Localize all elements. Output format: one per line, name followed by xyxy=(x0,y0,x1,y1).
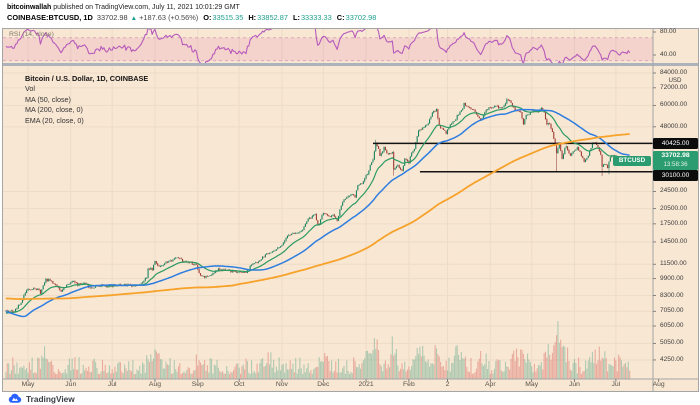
change-value: +187.63 (+0.56%) xyxy=(139,13,199,22)
time-axis-label: Jun xyxy=(568,381,580,388)
symbol-legend-title: Bitcoin / U.S. Dollar, 1D, COINBASE xyxy=(25,74,149,83)
ohlc-values: O:33515.35 H:33852.87 L:33333.33 C:33702.98 xyxy=(203,13,381,22)
rsi-indicator-label: RSI (14, close) xyxy=(9,31,54,38)
time-axis-label: Feb xyxy=(403,381,415,388)
symbol-interval: COINBASE:BTCUSD, 1D xyxy=(7,13,93,22)
time-axis-label: Dec xyxy=(317,381,330,388)
legend-indicator-line: EMA (20, close, 0) xyxy=(25,115,84,125)
ohlc-label: O: xyxy=(203,13,212,22)
chart-frame: RSI (14, close) 80.00 40.00 Bitcoin / U.S… xyxy=(2,28,699,392)
time-axis-label: Jun xyxy=(65,381,77,388)
symbol-status-line: COINBASE:BTCUSD, 1D 33702.98 ▲ +187.63 (+0.… xyxy=(7,13,667,24)
symbol-price-chip: BTCUSD xyxy=(613,155,651,166)
publish-info: published on TradingView.com, July 11, 2… xyxy=(51,4,240,11)
time-axis-label: Aug xyxy=(148,381,161,388)
time-axis-label: Sep xyxy=(191,381,204,388)
last-price: 33702.98 xyxy=(96,13,128,22)
chart-plot-area[interactable] xyxy=(3,29,698,391)
ohlc-value: 33333.33 xyxy=(300,13,332,22)
change-up-arrow-icon: ▲ xyxy=(130,15,138,22)
price-axis-label: 60000.00 xyxy=(660,101,688,109)
ohlc-value: 33702.98 xyxy=(345,13,377,22)
bar-countdown: 13:58:36 xyxy=(663,161,688,169)
time-axis-label: May xyxy=(21,381,35,388)
price-axis-label: 9900.00 xyxy=(660,274,684,282)
main-chart-legend: Bitcoin / U.S. Dollar, 1D, COINBASE Vol M… xyxy=(25,73,148,126)
price-axis-label: 24500.00 xyxy=(660,187,688,195)
legend-indicator-line: Vol xyxy=(25,84,35,93)
time-axis-label: 2 xyxy=(445,381,450,388)
price-axis-label: 14500.00 xyxy=(660,237,688,245)
legend-indicator-line: MA (200, close, 0) xyxy=(25,105,83,114)
price-axis-label: 20500.00 xyxy=(660,204,688,212)
price-axis-label: 7050.00 xyxy=(660,307,684,315)
chart-header: bitcoinwallah published on TradingView.c… xyxy=(7,3,667,24)
time-axis-label: 2021 xyxy=(358,381,374,388)
price-axis-label: 8300.00 xyxy=(660,291,684,299)
ohlc-label: H: xyxy=(248,13,257,22)
legend-indicator-line: MA (50, close) xyxy=(25,94,71,104)
price-axis-label: 72000.00 xyxy=(660,83,688,91)
price-level-tag: 40425.00 xyxy=(653,137,698,149)
tradingview-attribution[interactable]: TradingView xyxy=(8,392,75,405)
price-level-tag: 30100.00 xyxy=(653,170,698,181)
ohlc-value: 33852.87 xyxy=(257,13,288,22)
time-axis-label: May xyxy=(525,381,539,388)
time-axis-label: Jul xyxy=(107,381,117,388)
price-axis-label: 17500.00 xyxy=(660,219,688,227)
tradingview-cloud-icon xyxy=(8,393,22,403)
time-axis-label: Oct xyxy=(233,381,245,388)
price-axis-label: 11500.00 xyxy=(660,260,687,268)
author-name: bitcoinwallah xyxy=(7,4,52,11)
price-axis-label: 4250.00 xyxy=(660,355,684,363)
price-axis-label: 5050.00 xyxy=(660,339,684,347)
publish-line: bitcoinwallah published on TradingView.c… xyxy=(7,3,667,12)
ohlc-value: 33515.35 xyxy=(212,13,244,22)
current-price-value: 33702.98 xyxy=(661,152,690,160)
indicator-legend-lines: Vol MA (50, close) MA (200, close, 0) EMA (… xyxy=(25,84,148,126)
time-axis-label: Aug xyxy=(652,381,665,388)
rsi-axis-label: 80.00 xyxy=(660,28,677,35)
price-axis-label: 84000.00 xyxy=(660,69,688,76)
price-axis-unit-label: USD xyxy=(668,77,682,84)
rsi-axis-label: 40.00 xyxy=(660,51,677,58)
ohlc-label: L: xyxy=(292,13,300,22)
ohlc-label: C: xyxy=(336,13,345,22)
tradingview-brand-text: TradingView xyxy=(26,393,75,404)
price-axis-label: 48000.00 xyxy=(660,122,688,130)
price-axis-label: 6050.00 xyxy=(660,321,684,329)
time-axis-label: Jul xyxy=(611,381,621,388)
time-axis-label: Apr xyxy=(485,381,496,388)
current-price-tag: 33702.98 13:58:36 xyxy=(653,151,698,171)
time-axis-label: Nov xyxy=(275,381,288,388)
